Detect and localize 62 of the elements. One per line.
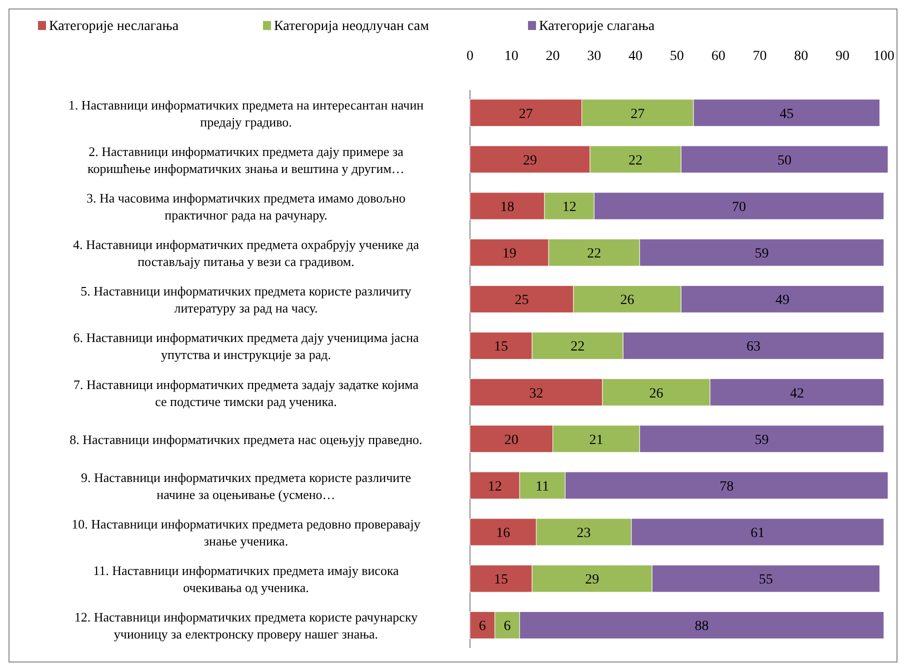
y-tick-label: 7. Наставници информатичких предмета задају задатке којима се подстиче тимски рад ученика. [73, 376, 419, 409]
data-label: 29 [523, 153, 538, 168]
data-label: 27 [518, 106, 533, 122]
data-label: 26 [620, 293, 634, 308]
data-label: 22 [587, 246, 602, 262]
data-label: 50 [778, 153, 792, 168]
x-tick-label: 70 [752, 49, 767, 64]
data-label: 16 [496, 526, 510, 542]
y-tick-label: 8. Наставници информатичких предмета нас оцењују праведно. [70, 432, 422, 447]
y-tick-label: 1. Наставници информатичких предмета на интересантан начин предају градиво. [68, 97, 424, 130]
data-label: 18 [500, 200, 514, 215]
data-label: 15 [494, 572, 508, 588]
x-tick-label: 100 [873, 49, 894, 64]
x-tick-label: 90 [835, 49, 850, 64]
x-tick-label: 0 [466, 49, 474, 64]
x-tick-label: 50 [670, 49, 684, 64]
data-label: 11 [536, 479, 550, 494]
data-label: 63 [746, 340, 760, 355]
data-label: 55 [758, 572, 773, 588]
x-tick-label: 20 [546, 49, 560, 64]
data-label: 32 [529, 386, 544, 402]
y-tick-label: 12. Наставници информатичких предмета користе рачунарску учионицу за електронску проверу нашег знања. [74, 610, 418, 642]
data-label: 29 [585, 572, 600, 588]
data-label: 23 [576, 526, 591, 542]
x-tick-label: 80 [794, 49, 808, 64]
data-label: 88 [694, 619, 709, 634]
data-label: 27 [630, 106, 645, 122]
data-label: 25 [514, 293, 529, 308]
y-tick-label: 3. На часовима информатичких предмета имамо довољно практичног рада на рачунару. [86, 190, 406, 222]
data-label: 26 [649, 386, 664, 402]
data-label: 70 [732, 200, 746, 215]
data-label: 12 [488, 479, 502, 494]
legend-label: Категорије неслагања [49, 19, 180, 34]
data-label: 6 [478, 619, 486, 634]
y-tick-label: 4. Наставници информатичких предмета охрабрују ученике да постављају питања у вези са градивом. [72, 237, 420, 270]
x-tick-label: 60 [711, 49, 726, 64]
data-label: 49 [775, 293, 790, 308]
x-tick-label: 30 [587, 49, 602, 64]
data-label: 6 [504, 619, 511, 634]
legend-label: Категорија неодлучан сам [274, 19, 430, 34]
y-tick-label: 9. Наставници информатичких предмета користе различите начине за оцењивање (усмено… [80, 470, 412, 502]
y-tick-label: 6. Наставници информатичких предмета дају ученицима јасна упутства и инструкције за рад. [73, 330, 420, 362]
x-tick-label: 10 [504, 49, 518, 64]
y-tick-label: 2. Наставници информатичких предмета дају примере за коришћење информатичких знања и вештина у другим… [88, 144, 404, 176]
data-label: 20 [504, 432, 518, 448]
y-tick-label: 10. Наставници информатичких предмета редовно проверавају знање ученика. [72, 516, 421, 549]
legend-label: Категорије слагања [539, 19, 656, 34]
data-label: 42 [790, 386, 804, 402]
data-label: 21 [589, 432, 604, 448]
data-label: 45 [780, 106, 794, 122]
data-label: 15 [494, 340, 508, 355]
data-label: 61 [750, 526, 765, 542]
data-label: 22 [570, 340, 585, 355]
data-label: 22 [628, 153, 643, 168]
data-label: 59 [754, 246, 769, 262]
data-label: 59 [754, 432, 769, 448]
y-tick-label: 5. Наставници информатичких предмета користе различиту литературу за рад на часу. [80, 284, 412, 316]
x-tick-label: 40 [628, 49, 643, 64]
y-tick-label: 11. Наставници информатичких предмета имају висока очекивања од ученика. [93, 563, 400, 596]
data-label: 78 [720, 479, 734, 494]
data-label: 19 [502, 246, 516, 262]
data-label: 12 [562, 200, 576, 215]
